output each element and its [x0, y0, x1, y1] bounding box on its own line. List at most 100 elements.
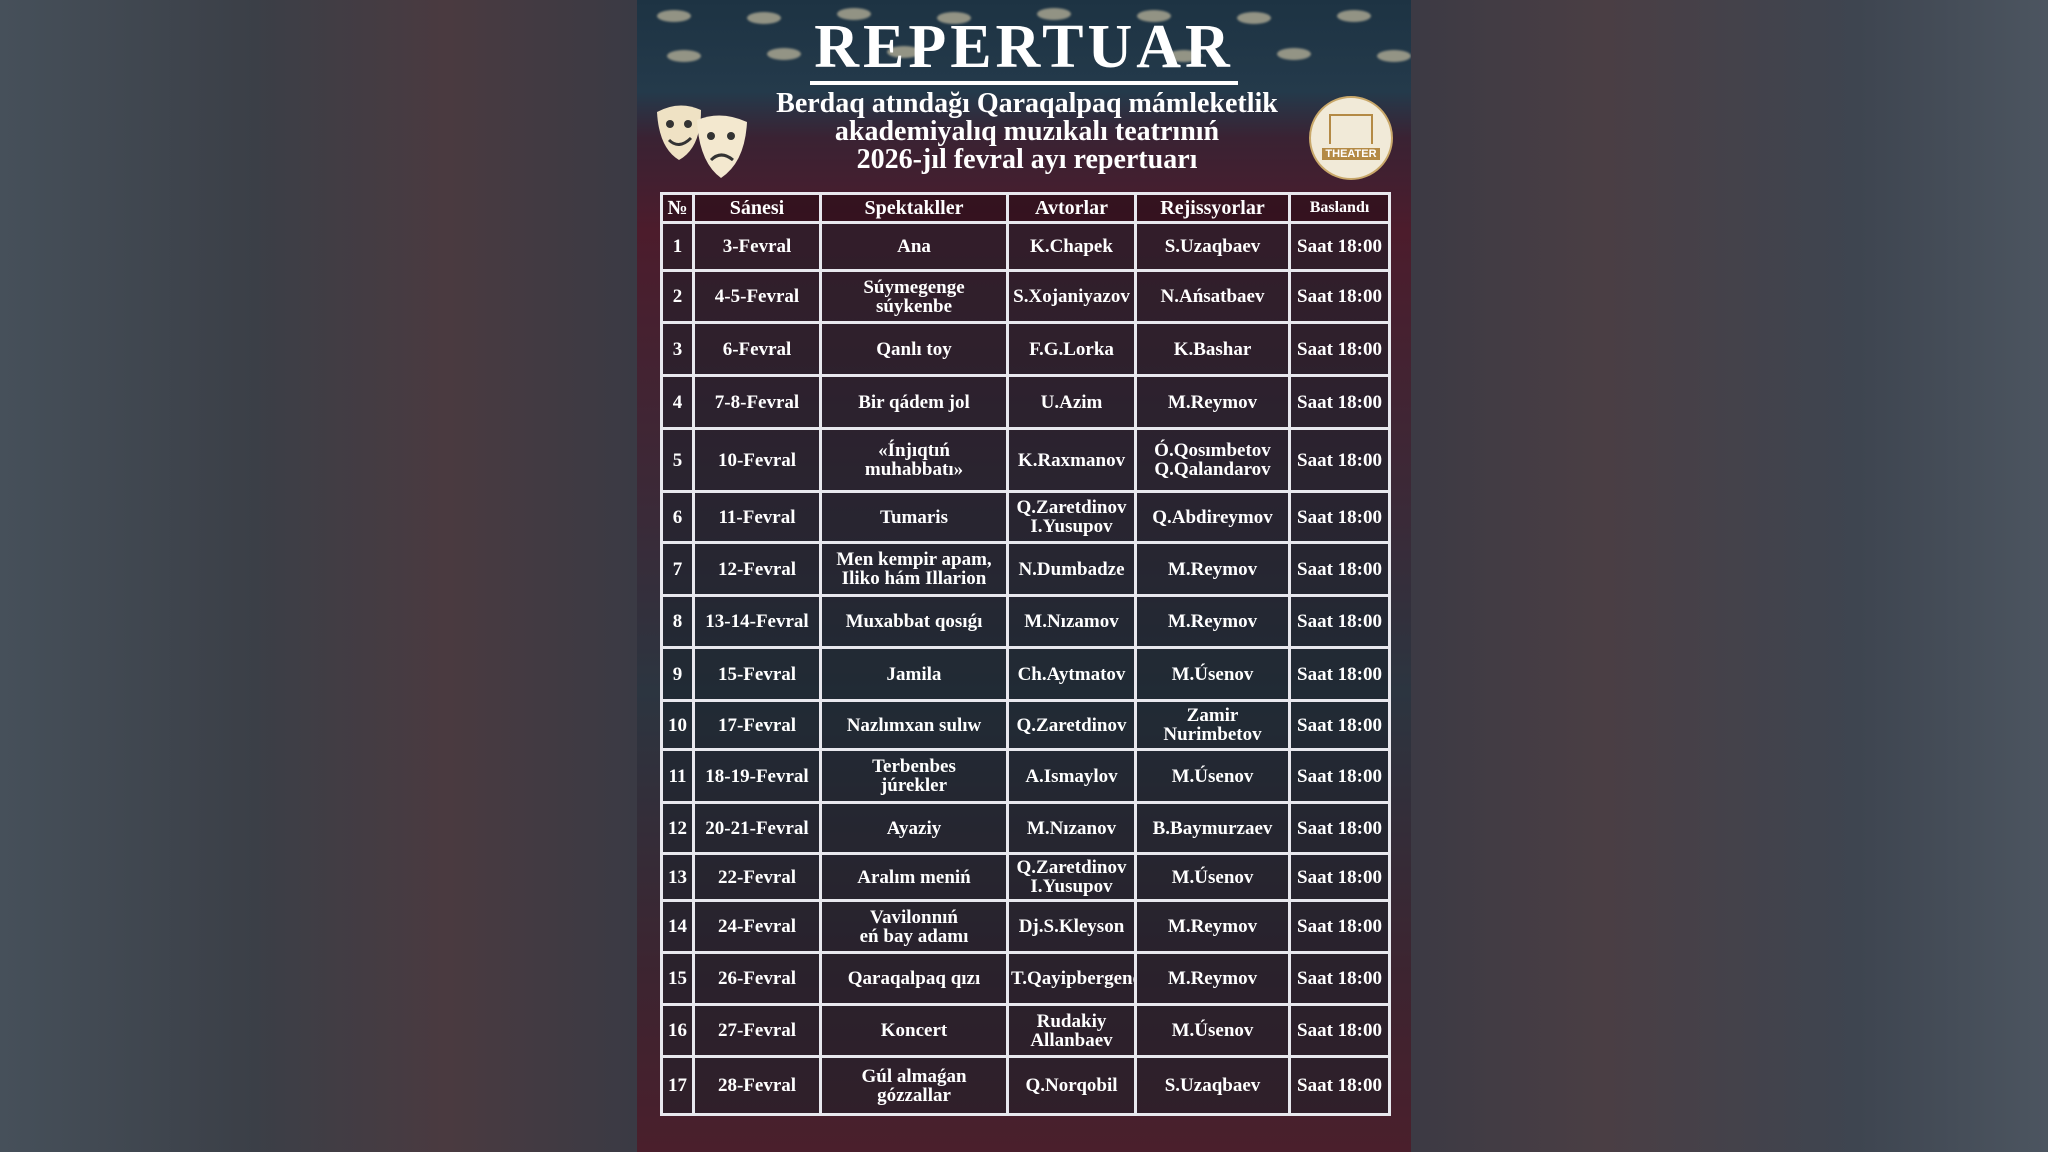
table-row: 14 24-Fevral Vavilonnıń eń bay adamı Dj.S.K…	[660, 899, 1391, 954]
row-date: 20-21-Fevral	[692, 801, 822, 855]
column-header-directors: Rejissyorlar	[1134, 192, 1291, 224]
row-date: 17-Fevral	[692, 699, 822, 751]
row-director: N.Ańsatbaev	[1134, 269, 1291, 324]
poster-title: REPERTUAR	[637, 12, 1411, 85]
row-start-time: Saat 18:00	[1288, 1003, 1391, 1058]
row-director: M.Reymov	[1134, 594, 1291, 649]
stage-light	[747, 12, 781, 24]
row-number: 4	[660, 374, 695, 430]
row-author: Q.Zaretdinov I.Yusupov	[1006, 852, 1137, 902]
row-director: M.Úsenov	[1134, 646, 1291, 702]
stage-light	[1337, 10, 1371, 22]
table-row: 12 20-21-Fevral Ayaziy M.Nızanov B.Baymurzae…	[660, 801, 1391, 855]
row-performance: Ayaziy	[819, 801, 1009, 855]
column-header-authors: Avtorlar	[1006, 192, 1137, 224]
column-header-performances: Spektakller	[819, 192, 1009, 224]
table-row: 4 7-8-Fevral Bir qádem jol U.Azim M.Reymov Sa…	[660, 374, 1391, 430]
row-start-time: Saat 18:00	[1288, 801, 1391, 855]
row-start-time: Saat 18:00	[1288, 269, 1391, 324]
table-row: 8 13-14-Fevral Muxabbat qosıǵı M.Nızamov M.R…	[660, 594, 1391, 649]
column-header-date: Sánesi	[692, 192, 822, 224]
row-start-time: Saat 18:00	[1288, 899, 1391, 954]
row-director: Q.Abdireymov	[1134, 490, 1291, 544]
row-performance: Men kempir apam, Iliko hám Illarion	[819, 541, 1009, 597]
row-number: 9	[660, 646, 695, 702]
row-start-time: Saat 18:00	[1288, 221, 1391, 272]
stage-light	[887, 46, 921, 58]
row-director: K.Bashar	[1134, 321, 1291, 377]
row-start-time: Saat 18:00	[1288, 646, 1391, 702]
table-row: 17 28-Fevral Gúl almaǵan gózzallar Q.Norqob…	[660, 1055, 1391, 1116]
row-author: Q.Zaretdinov	[1006, 699, 1137, 751]
row-performance: Bir qádem jol	[819, 374, 1009, 430]
row-author: M.Nızanov	[1006, 801, 1137, 855]
stage-light	[1237, 12, 1271, 24]
row-performance: Aralım meniń	[819, 852, 1009, 902]
stage-light	[1277, 48, 1311, 60]
row-author: A.Ismaylov	[1006, 748, 1137, 804]
stage-light	[1167, 50, 1201, 62]
row-number: 17	[660, 1055, 695, 1116]
row-start-time: Saat 18:00	[1288, 951, 1391, 1006]
row-director: M.Reymov	[1134, 374, 1291, 430]
row-author: Rudakiy Allanbaev	[1006, 1003, 1137, 1058]
row-author: Dj.S.Kleyson	[1006, 899, 1137, 954]
theater-logo: THEATER	[1309, 96, 1393, 180]
table-row: 9 15-Fevral Jamila Ch.Aytmatov M.Úsenov Saat …	[660, 646, 1391, 702]
row-number: 11	[660, 748, 695, 804]
table-row: 16 27-Fevral Koncert Rudakiy Allanbaev M.Úse…	[660, 1003, 1391, 1058]
table-row: 7 12-Fevral Men kempir apam, Iliko hám Ill…	[660, 541, 1391, 597]
row-date: 22-Fevral	[692, 852, 822, 902]
row-director: M.Reymov	[1134, 951, 1291, 1006]
row-date: 24-Fevral	[692, 899, 822, 954]
stage-light	[767, 48, 801, 60]
row-author: Q.Zaretdinov I.Yusupov	[1006, 490, 1137, 544]
row-number: 7	[660, 541, 695, 597]
row-date: 6-Fevral	[692, 321, 822, 377]
row-date: 3-Fevral	[692, 221, 822, 272]
row-author: S.Xojaniyazov	[1006, 269, 1137, 324]
column-header-start: Baslandı	[1288, 192, 1391, 224]
row-author: F.G.Lorka	[1006, 321, 1137, 377]
row-date: 7-8-Fevral	[692, 374, 822, 430]
row-start-time: Saat 18:00	[1288, 699, 1391, 751]
row-number: 12	[660, 801, 695, 855]
poster-subtitle: Berdaq atındağı Qaraqalpaq mámleketlik a…	[776, 88, 1278, 175]
row-number: 6	[660, 490, 695, 544]
repertoire-poster: REPERTUAR Berdaq atındağı Qaraqalpaq mám…	[637, 0, 1411, 1152]
theater-masks-icon	[657, 105, 747, 178]
row-performance: «Ínjıqtıń muhabbatı»	[819, 427, 1009, 493]
row-author: Ch.Aytmatov	[1006, 646, 1137, 702]
row-date: 26-Fevral	[692, 951, 822, 1006]
row-author: K.Raxmanov	[1006, 427, 1137, 493]
table-header-row: № Sánesi Spektakller Avtorlar Rejissyorl…	[660, 192, 1391, 224]
stage-light	[667, 50, 701, 62]
table-row: 2 4-5-Fevral Súymegenge súykenbe S.Xojaniya…	[660, 269, 1391, 324]
row-author: U.Azim	[1006, 374, 1137, 430]
row-author: M.Nızamov	[1006, 594, 1137, 649]
row-author: T.Qayipbergenov	[1006, 951, 1137, 1006]
row-director: M.Reymov	[1134, 899, 1291, 954]
row-start-time: Saat 18:00	[1288, 490, 1391, 544]
row-date: 28-Fevral	[692, 1055, 822, 1116]
table-row: 10 17-Fevral Nazlımxan sulıw Q.Zaretdinov Za…	[660, 699, 1391, 751]
row-date: 13-14-Fevral	[692, 594, 822, 649]
column-header-number: №	[660, 192, 695, 224]
row-start-time: Saat 18:00	[1288, 541, 1391, 597]
row-director: M.Reymov	[1134, 541, 1291, 597]
row-number: 2	[660, 269, 695, 324]
row-performance: Qaraqalpaq qızı	[819, 951, 1009, 1006]
row-author: N.Dumbadze	[1006, 541, 1137, 597]
row-start-time: Saat 18:00	[1288, 852, 1391, 902]
row-performance: Jamila	[819, 646, 1009, 702]
row-performance: Muxabbat qosıǵı	[819, 594, 1009, 649]
row-performance: Qanlı toy	[819, 321, 1009, 377]
row-director: S.Uzaqbaev	[1134, 221, 1291, 272]
row-date: 12-Fevral	[692, 541, 822, 597]
row-director: M.Úsenov	[1134, 1003, 1291, 1058]
row-start-time: Saat 18:00	[1288, 1055, 1391, 1116]
row-number: 10	[660, 699, 695, 751]
row-director: S.Uzaqbaev	[1134, 1055, 1291, 1116]
row-director: M.Úsenov	[1134, 748, 1291, 804]
